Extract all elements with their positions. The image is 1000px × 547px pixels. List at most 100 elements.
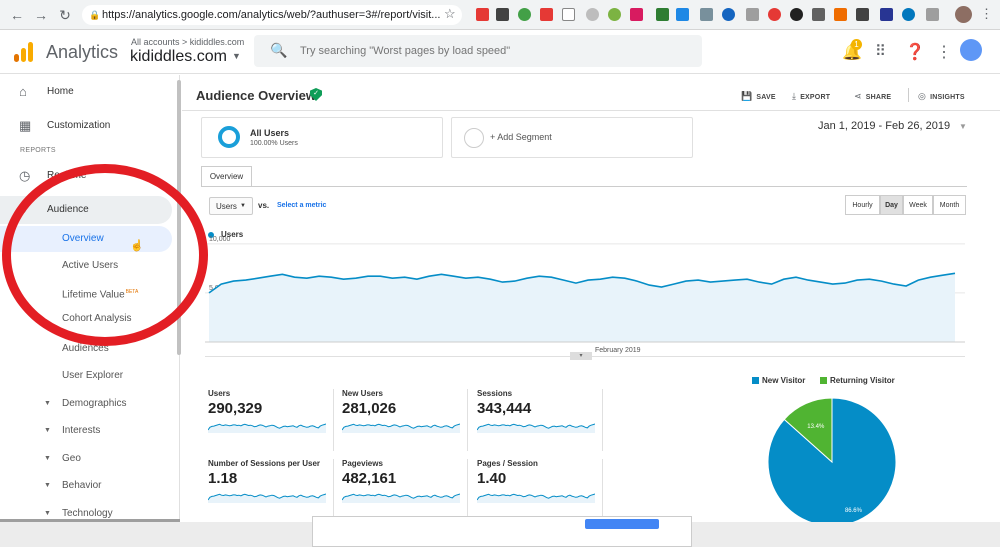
extension-icon[interactable] [880,8,893,21]
extension-icon[interactable] [656,8,669,21]
sidebar-subitem-interests[interactable]: ▼ Interests [0,418,172,444]
segment-card-all-users[interactable]: All Users 100.00% Users [201,117,443,158]
sidebar-item-home[interactable]: ⌂ Home [0,78,172,106]
extension-icon[interactable] [834,8,847,21]
sidebar-subitem-geo[interactable]: ▼ Geo [0,446,172,472]
users-series-line [208,272,956,294]
metric-tile-pages-per-session[interactable]: Pages / Session 1.40 [477,459,603,521]
pie-slice-0 [767,397,897,527]
granularity-week[interactable]: Week [903,195,933,215]
resize-handle[interactable]: ▾ [570,352,592,360]
sparkline [342,423,460,433]
extension-icon[interactable] [790,8,803,21]
address-bar[interactable]: 🔒 https://analytics.google.com/analytics… [82,5,462,25]
segment-name: All Users [250,128,290,138]
granularity-day[interactable]: Day [880,195,903,215]
visitor-pie-chart: 86.6% 13.4% [767,397,897,527]
extension-icon[interactable] [926,8,939,21]
metric-tile-sessions-per-user[interactable]: Number of Sessions per User 1.18 [208,459,334,521]
extension-icon[interactable] [722,8,735,21]
sidebar-item-label: Home [47,86,74,97]
metric-name: Sessions [477,389,513,398]
metric-tile-new-users[interactable]: New Users 281,026 [342,389,468,451]
export-icon: ⤓ [792,91,797,101]
select-metric-link[interactable]: Select a metric [277,202,327,209]
extension-icon[interactable] [812,8,825,21]
extension-icon[interactable] [540,8,553,21]
address-url: https://analytics.google.com/analytics/w… [102,9,441,21]
extension-icon[interactable] [676,8,689,21]
extension-icon[interactable] [768,8,781,21]
expand-triangle-icon: ▼ [44,482,51,489]
extension-icon[interactable] [630,8,643,21]
bookmark-star-icon[interactable]: ☆ [444,6,456,21]
extension-icon[interactable] [902,8,915,21]
extension-icon[interactable] [746,8,759,21]
extension-icon[interactable] [476,8,489,21]
sidebar-item-label: User Explorer [62,370,124,381]
popup-button[interactable] [585,519,659,529]
help-icon[interactable]: ❓ [905,44,925,61]
date-range-picker[interactable]: Jan 1, 2019 - Feb 26, 2019 [818,120,951,132]
sidebar-subitem-demographics[interactable]: ▼ Demographics [0,391,172,417]
caret-down-icon[interactable]: ▼ [959,122,967,131]
apps-grid-icon[interactable]: ⠿ [875,43,886,60]
verified-shield-icon: ✓ [310,88,322,101]
extension-icon[interactable] [586,8,599,21]
sidebar-item-label: Geo [62,453,81,464]
metric-value: 290,329 [208,400,263,417]
browser-profile-avatar[interactable] [955,6,972,23]
save-label: SAVE [756,94,776,101]
sidebar-item-label: Customization [47,120,111,131]
metric-value: 1.40 [477,470,507,487]
analytics-logo-icon [14,42,36,62]
sparkline-area [477,494,595,503]
sparkline [342,493,460,503]
back-arrow-icon[interactable]: ← [10,7,24,23]
sparkline-area [208,424,326,433]
metric-tile-pageviews[interactable]: Pageviews 482,161 [342,459,468,521]
extension-icon[interactable] [608,8,621,21]
insights-button[interactable]: ◎ INSIGHTS [918,91,965,102]
add-segment-card[interactable]: + Add Segment [451,117,693,158]
metric-name: New Users [342,389,383,398]
sparkline-path [342,423,460,431]
granularity-month[interactable]: Month [933,195,966,215]
sparkline [208,493,326,503]
sidebar-subitem-behavior[interactable]: ▼ Behavior [0,473,172,499]
sidebar-item-customization[interactable]: ▦ Customization [0,112,172,140]
search-input[interactable] [300,42,680,60]
metric-name: Users [208,389,231,398]
browser-menu-icon[interactable]: ⋮ [980,6,993,21]
granularity-hourly[interactable]: Hourly [845,195,880,215]
share-button[interactable]: ⋖ SHARE [854,91,891,102]
metric-dropdown[interactable]: Users ▼ [209,197,253,215]
sidebar-subitem-audiences[interactable]: Audiences [0,336,172,362]
extension-icon[interactable] [496,8,509,21]
extension-icon[interactable] [518,8,531,21]
extension-icon[interactable] [856,8,869,21]
more-vertical-icon[interactable]: ⋮ [936,44,952,61]
tab-overview[interactable]: Overview [201,166,252,187]
extension-icon[interactable] [700,8,713,21]
account-breadcrumb[interactable]: All accounts > kididdles.com [131,37,245,47]
forward-arrow-icon[interactable]: → [34,7,48,23]
caret-down-icon[interactable]: ▼ [232,51,241,61]
ga-header: Analytics All accounts > kididdles.com k… [0,30,1000,74]
save-button[interactable]: 💾 SAVE [741,91,776,102]
account-selector[interactable]: kididdles.com [130,48,227,65]
export-button[interactable]: ⤓ EXPORT [792,91,830,102]
horizontal-scrollbar[interactable] [0,519,180,524]
sidebar-subitem-technology[interactable]: ▼ Technology [0,501,172,521]
save-icon: 💾 [741,91,753,101]
search-box[interactable]: 🔍 [254,35,702,67]
header-divider [182,110,1000,111]
user-avatar[interactable] [960,39,982,61]
legend-label: New Visitor [762,376,806,385]
metric-tile-sessions[interactable]: Sessions 343,444 [477,389,603,451]
sidebar-subitem-user-explorer[interactable]: User Explorer [0,363,172,389]
extension-icon[interactable] [562,8,575,21]
reload-icon[interactable]: ↻ [59,7,71,23]
legend-returning-visitor: Returning Visitor [820,376,895,385]
metric-tile-users[interactable]: Users 290,329 [208,389,334,451]
